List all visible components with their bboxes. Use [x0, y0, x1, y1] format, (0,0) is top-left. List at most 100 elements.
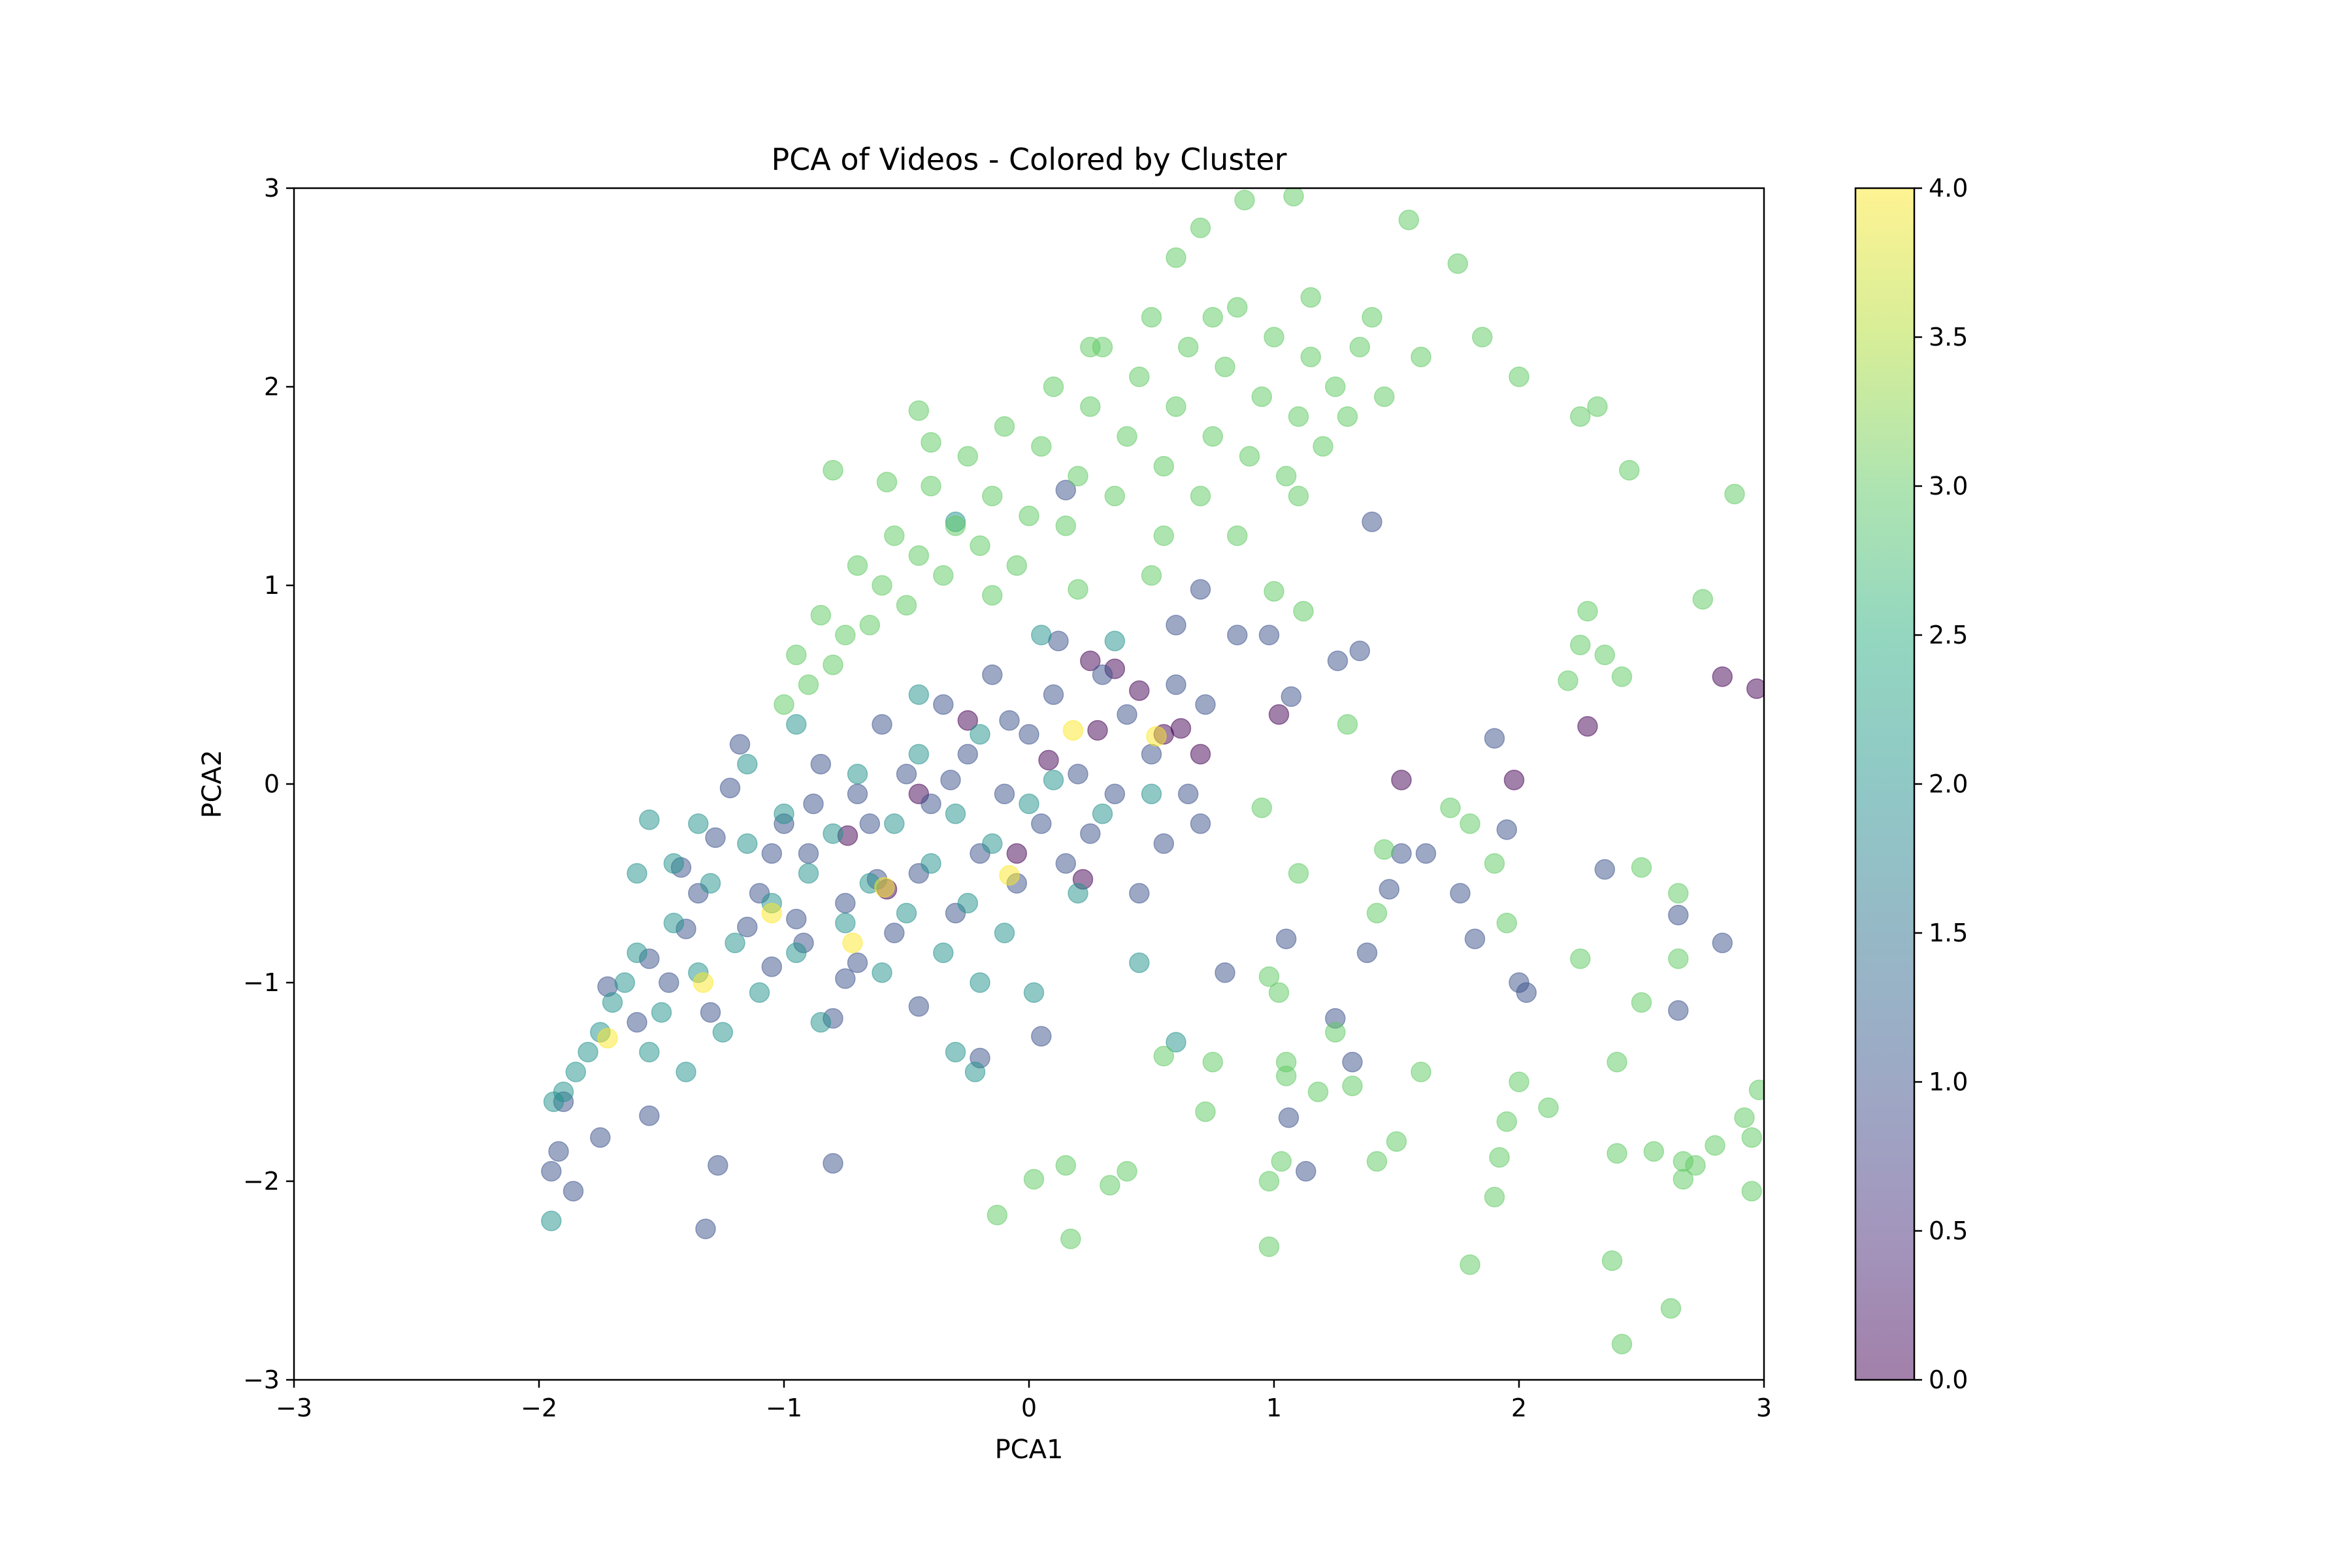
data-point-cluster-0	[1391, 770, 1412, 791]
data-point-cluster-3	[1202, 306, 1224, 328]
data-point-cluster-3	[1509, 1071, 1529, 1092]
data-point-cluster-3	[982, 485, 1003, 506]
data-point-cluster-3	[1202, 426, 1224, 447]
data-point-cluster-1	[1362, 511, 1382, 532]
data-point-cluster-2	[786, 942, 807, 964]
data-point-cluster-0	[1129, 680, 1150, 701]
data-point-cluster-3	[982, 585, 1003, 606]
data-point-cluster-3	[1068, 466, 1088, 487]
colorbar-tick-label: 2.5	[1929, 621, 1968, 649]
data-point-cluster-0	[957, 710, 979, 731]
data-point-cluster-3	[1411, 346, 1431, 368]
data-point-cluster-3	[884, 525, 905, 546]
data-point-cluster-1	[695, 1218, 716, 1239]
data-point-cluster-2	[712, 1022, 734, 1043]
data-point-cluster-3	[1264, 581, 1284, 602]
data-point-cluster-3	[1570, 406, 1591, 427]
data-point-cluster-1	[1104, 783, 1126, 804]
x-tick-label: 0	[1021, 1394, 1037, 1422]
data-point-cluster-1	[884, 923, 905, 943]
data-points	[541, 188, 1764, 1355]
data-point-cluster-3	[1080, 396, 1101, 417]
data-point-cluster-2	[884, 813, 905, 834]
data-point-cluster-1	[835, 892, 856, 914]
data-point-cluster-1	[563, 1181, 584, 1201]
data-point-cluster-1	[1153, 833, 1175, 854]
data-point-cluster-3	[823, 654, 843, 676]
data-point-cluster-3	[1288, 406, 1309, 427]
colorbar-tick-label: 1.5	[1929, 919, 1968, 947]
data-point-cluster-3	[835, 625, 856, 645]
data-point-cluster-3	[876, 472, 898, 493]
data-point-cluster-1	[940, 770, 961, 791]
data-point-cluster-3	[774, 694, 794, 715]
x-tick-label: 1	[1266, 1394, 1282, 1422]
data-point-cluster-3	[1538, 1097, 1559, 1119]
data-point-cluster-1	[541, 1161, 562, 1182]
data-point-cluster-2	[602, 992, 623, 1013]
data-point-cluster-3	[1440, 797, 1461, 819]
data-point-cluster-1	[761, 843, 783, 864]
data-point-cluster-3	[1215, 356, 1235, 378]
data-point-cluster-3	[1288, 485, 1309, 506]
data-point-cluster-0	[1190, 743, 1211, 765]
y-axis-label: PCA2	[197, 750, 227, 819]
data-point-cluster-1	[1342, 1051, 1363, 1073]
data-point-cluster-2	[810, 1012, 832, 1033]
data-point-cluster-3	[1227, 297, 1248, 318]
data-point-cluster-0	[1006, 843, 1028, 864]
data-point-cluster-2	[774, 803, 794, 825]
data-point-cluster-1	[835, 968, 856, 989]
data-point-cluster-1	[896, 764, 917, 785]
colorbar-tick-label: 3.0	[1929, 472, 1968, 500]
data-point-cluster-3	[1558, 670, 1578, 691]
data-point-cluster-1	[1092, 664, 1113, 685]
data-point-cluster-3	[1337, 406, 1358, 427]
data-point-cluster-2	[970, 972, 990, 993]
data-point-cluster-3	[1594, 644, 1616, 666]
data-point-cluster-3	[1660, 1298, 1682, 1319]
data-point-cluster-1	[933, 694, 954, 715]
colorbar-tick-label: 3.5	[1929, 323, 1968, 351]
data-point-cluster-0	[1268, 704, 1290, 725]
data-point-cluster-1	[548, 1141, 569, 1162]
data-point-cluster-1	[1019, 724, 1039, 745]
data-point-cluster-0	[1087, 720, 1108, 741]
data-point-cluster-3	[1313, 436, 1333, 457]
data-point-cluster-3	[798, 674, 819, 695]
colorbar-ticks: 0.0 0.5 1.0 1.5 2.0 2.5 3.0 3.5 4.0	[1914, 174, 1968, 1394]
data-point-cluster-2	[1129, 952, 1150, 973]
data-point-cluster-1	[1177, 783, 1199, 804]
data-point-cluster-3	[1741, 1127, 1763, 1148]
data-point-cluster-1	[1668, 1000, 1689, 1021]
data-point-cluster-3	[1177, 336, 1199, 357]
data-point-cluster-2	[1043, 770, 1064, 791]
data-point-cluster-3	[1643, 1141, 1665, 1162]
data-point-cluster-3	[1349, 336, 1371, 357]
data-point-cluster-3	[1374, 839, 1395, 860]
data-point-cluster-3	[1055, 1154, 1077, 1176]
data-point-cluster-1	[590, 1127, 611, 1148]
data-point-cluster-3	[1607, 1143, 1627, 1164]
data-point-cluster-2	[1019, 793, 1039, 815]
data-point-cluster-1	[1048, 630, 1069, 651]
data-point-cluster-3	[1300, 287, 1322, 308]
data-point-cluster-3	[1342, 1075, 1363, 1096]
data-point-cluster-1	[700, 1002, 721, 1023]
data-point-cluster-3	[1202, 1051, 1224, 1073]
data-point-cluster-1	[1031, 813, 1052, 834]
data-point-cluster-0	[1170, 718, 1192, 739]
data-point-cluster-1	[1031, 1026, 1052, 1047]
data-point-cluster-3	[1239, 446, 1260, 467]
x-axis-ticks: −3 −2 −1 0 1 2 3	[276, 1380, 1772, 1422]
data-point-cluster-3	[1055, 515, 1077, 536]
data-point-cluster-3	[1724, 483, 1745, 504]
data-point-cluster-1	[1055, 480, 1077, 500]
data-point-cluster-2	[945, 1041, 966, 1063]
data-point-cluster-3	[1288, 863, 1309, 884]
data-point-cluster-1	[1278, 1107, 1299, 1128]
data-point-cluster-1	[1166, 615, 1186, 636]
y-tick-label: 0	[264, 770, 280, 798]
data-point-cluster-3	[1275, 466, 1297, 487]
data-point-cluster-3	[1153, 455, 1175, 477]
